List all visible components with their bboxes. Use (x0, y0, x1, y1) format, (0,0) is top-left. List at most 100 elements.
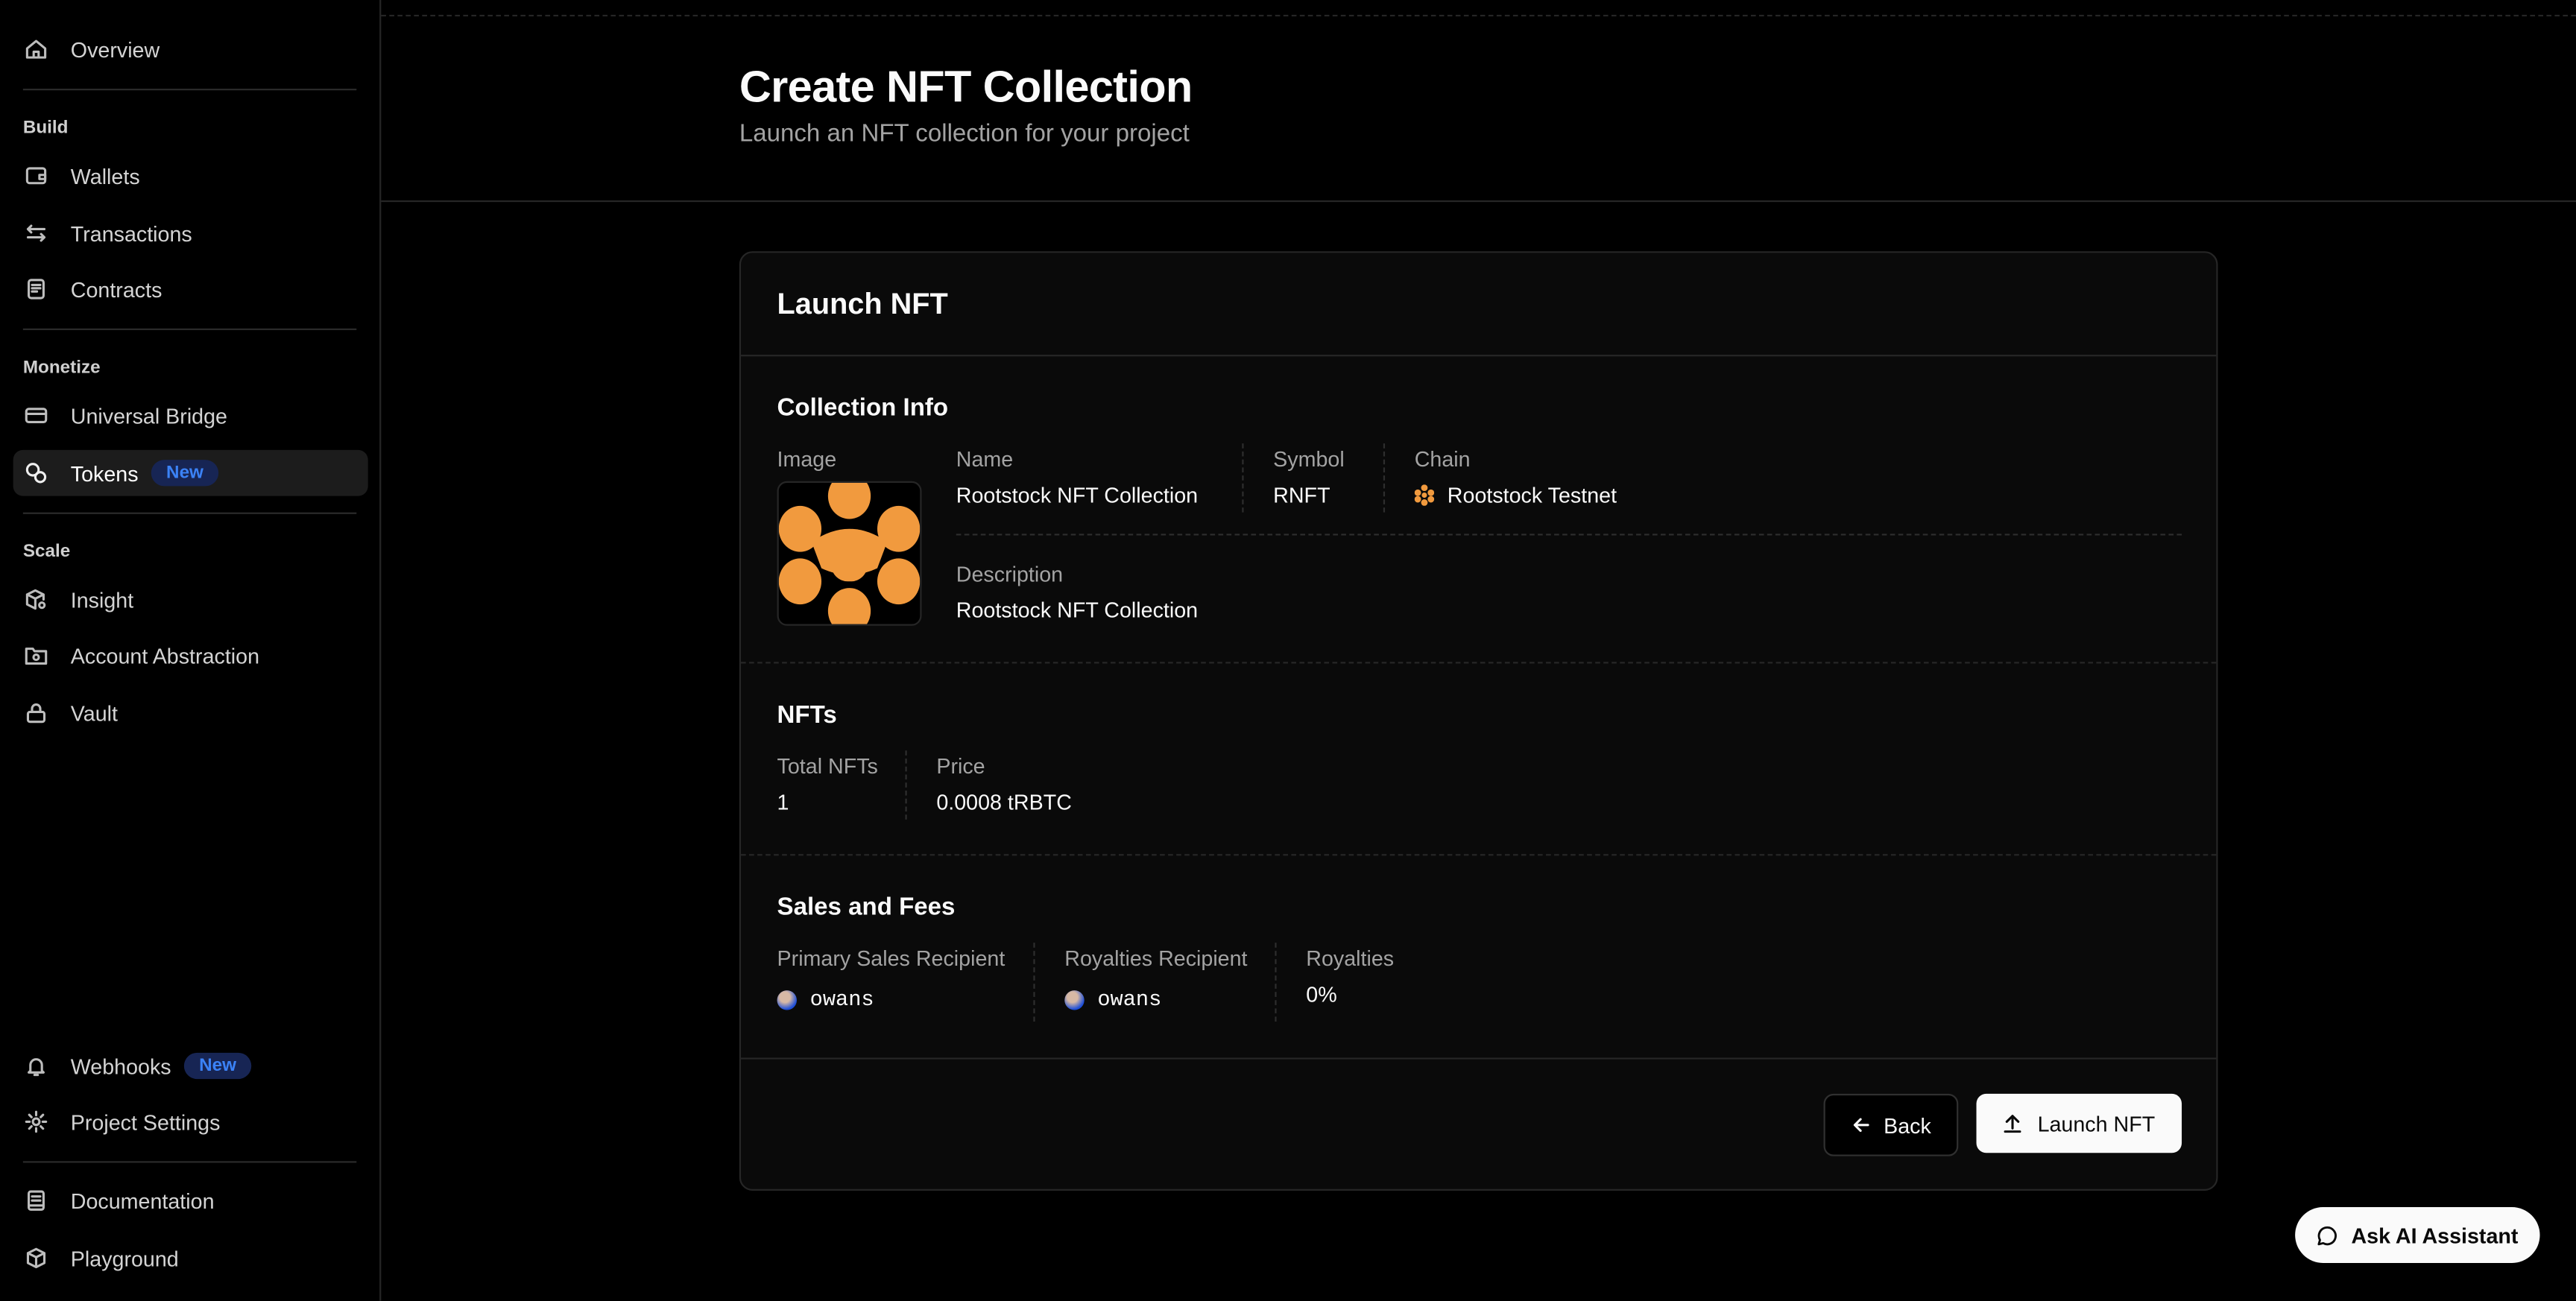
section-heading-sales-and-fees: Sales and Fees (777, 893, 956, 922)
sidebar-item-webhooks[interactable]: Webhooks New (13, 1043, 368, 1089)
price-value: 0.0008 tRBTC (936, 790, 1072, 815)
sidebar-item-label: Overview (70, 37, 160, 62)
symbol-label: Symbol (1273, 446, 1345, 472)
page-title: Create NFT Collection (739, 62, 1193, 112)
chain-label: Chain (1414, 446, 1471, 472)
chain-name: Rootstock Testnet (1447, 483, 1617, 508)
sidebar-item-playground[interactable]: Playground (13, 1235, 368, 1281)
sidebar-item-label: Playground (70, 1245, 179, 1270)
sidebar-item-account-abstraction[interactable]: Account Abstraction (13, 633, 368, 679)
back-button[interactable]: Back (1823, 1093, 1959, 1156)
section-label-scale: Scale (22, 542, 71, 562)
divider (741, 854, 2217, 856)
primary-sales-recipient: owans (777, 987, 874, 1012)
sidebar-item-label: Documentation (70, 1188, 215, 1213)
sidebar-item-label: Insight (70, 586, 134, 612)
upload-icon (2004, 1115, 2021, 1133)
wallet-icon (25, 164, 48, 187)
divider (741, 1057, 2217, 1060)
sidebar-item-label: Vault (70, 700, 118, 726)
total-nfts-value: 1 (777, 790, 789, 815)
recipient-name: owans (809, 987, 874, 1012)
back-button-label: Back (1884, 1112, 1931, 1138)
section-label-build: Build (22, 118, 69, 139)
royalties-label: Royalties (1306, 946, 1395, 971)
symbol-value: RNFT (1273, 483, 1330, 508)
sidebar-item-label: Project Settings (70, 1109, 221, 1134)
cube-icon (25, 1247, 48, 1270)
divider (22, 328, 357, 331)
description-label: Description (956, 561, 1064, 586)
arrow-left-icon (1852, 1118, 1869, 1133)
divider (1275, 943, 1277, 1022)
gear-icon (25, 1110, 48, 1133)
section-label-monetize: Monetize (22, 358, 101, 378)
section-heading-collection-info: Collection Info (777, 393, 949, 422)
sidebar-item-tokens[interactable]: Tokens New (13, 449, 368, 496)
rootstock-logo-icon (1414, 484, 1435, 506)
divider (1383, 443, 1386, 513)
sidebar-item-label: Transactions (70, 221, 192, 246)
sidebar-item-label: Contracts (70, 276, 162, 302)
lock-icon (25, 701, 48, 724)
page-subtitle: Launch an NFT collection for your projec… (739, 119, 1190, 148)
new-badge: New (184, 1052, 251, 1080)
sidebar-item-contracts[interactable]: Contracts (13, 266, 368, 312)
royalties-recipient-label: Royalties Recipient (1064, 946, 1248, 971)
chat-bubble-icon (2317, 1225, 2337, 1245)
divider (22, 89, 357, 91)
collection-image (777, 481, 922, 626)
divider (1033, 943, 1035, 1022)
primary-sales-recipient-label: Primary Sales Recipient (777, 946, 1006, 971)
divider (741, 662, 2217, 664)
ask-ai-assistant-button[interactable]: Ask AI Assistant (2295, 1207, 2540, 1263)
sidebar-item-transactions[interactable]: Transactions (13, 210, 368, 256)
sidebar-item-label: Webhooks (70, 1053, 171, 1078)
sidebar-item-documentation[interactable]: Documentation (13, 1177, 368, 1224)
divider (956, 534, 2182, 536)
divider (381, 14, 2576, 17)
name-label: Name (956, 446, 1014, 472)
coins-icon (25, 461, 48, 484)
sidebar-item-project-settings[interactable]: Project Settings (13, 1099, 368, 1145)
launch-nft-button[interactable]: Launch NFT (1976, 1093, 2182, 1153)
sidebar-item-label: Tokens (70, 460, 139, 486)
sidebar-item-wallets[interactable]: Wallets (13, 153, 368, 199)
sidebar-item-label: Universal Bridge (70, 403, 227, 428)
ask-ai-assistant-label: Ask AI Assistant (2351, 1222, 2519, 1248)
bell-icon (25, 1054, 48, 1077)
price-label: Price (936, 753, 985, 779)
folder-lock-icon (25, 644, 48, 667)
sidebar-item-insight[interactable]: Insight (13, 577, 368, 623)
arrows-left-right-icon (25, 222, 48, 245)
card-title: Launch NFT (777, 287, 948, 320)
sidebar-item-label: Wallets (70, 163, 140, 189)
sidebar-item-vault[interactable]: Vault (13, 690, 368, 736)
new-badge: New (151, 460, 218, 487)
document-icon (25, 277, 48, 300)
divider (22, 512, 357, 514)
credit-card-icon (25, 404, 48, 427)
divider (381, 200, 2576, 203)
name-value: Rootstock NFT Collection (956, 483, 1199, 508)
royalties-value: 0% (1306, 982, 1337, 1007)
sidebar-item-universal-bridge[interactable]: Universal Bridge (13, 393, 368, 439)
section-heading-nfts: NFTs (777, 701, 837, 729)
sidebar: Overview Build Wallets Transactions Cont… (0, 0, 382, 1301)
sidebar-item-label: Account Abstraction (70, 642, 260, 668)
recipient-name: owans (1097, 987, 1162, 1012)
launch-nft-card: Launch NFT Collection Info Image Name Ro… (739, 251, 2218, 1191)
box-search-icon (25, 588, 48, 611)
divider (1242, 443, 1244, 513)
divider (905, 750, 907, 820)
home-icon (25, 38, 48, 61)
sidebar-item-overview[interactable]: Overview (13, 26, 368, 72)
avatar (1064, 990, 1085, 1010)
image-label: Image (777, 446, 837, 472)
divider (22, 1161, 357, 1163)
chain-value: Rootstock Testnet (1414, 483, 1617, 508)
avatar (777, 990, 797, 1010)
description-value: Rootstock NFT Collection (956, 598, 1199, 623)
total-nfts-label: Total NFTs (777, 753, 878, 779)
divider (741, 355, 2217, 357)
